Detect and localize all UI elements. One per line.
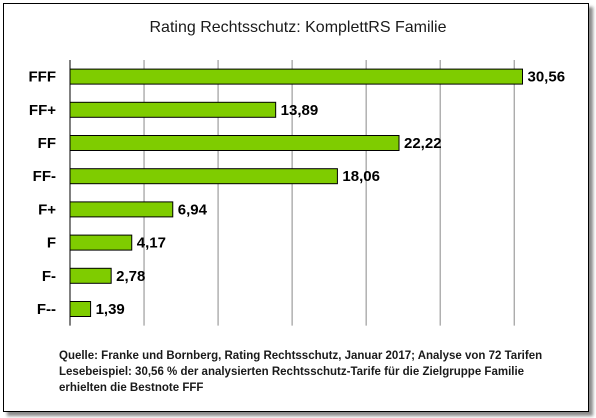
value-label: 2,78 <box>116 268 145 285</box>
category-label: F <box>47 235 56 252</box>
category-label: F+ <box>38 201 56 218</box>
bar-FF <box>69 135 400 151</box>
value-label: 30,56 <box>528 69 566 86</box>
category-label: FFF <box>29 69 57 86</box>
bars <box>69 68 523 317</box>
source-note: Quelle: Franke und Bornberg, Rating Rech… <box>59 348 579 396</box>
source-line: Quelle: Franke und Bornberg, Rating Rech… <box>59 350 543 362</box>
bar-F- <box>69 267 112 284</box>
bar-F <box>69 234 133 251</box>
grid-lines <box>69 60 515 326</box>
value-label: 22,22 <box>404 135 442 152</box>
value-label: 18,06 <box>342 168 380 185</box>
category-label: F- <box>42 268 56 285</box>
chart-title: Rating Rechtsschutz: KomplettRS Familie <box>149 19 447 36</box>
bar-FFF <box>69 68 523 85</box>
reading-example-line: Lesebeispiel: 30,56 % der analysierten R… <box>59 366 525 378</box>
labels: FFF 30,56 FF+ 13,89 FF 22,22 FF- 18,06 F+ 6,94 F 4,… <box>29 69 566 318</box>
value-label: 6,94 <box>178 201 208 218</box>
value-label: 1,39 <box>96 301 125 318</box>
bar-F+ <box>69 201 174 218</box>
category-label: FF <box>38 135 56 152</box>
bar-FF+ <box>69 101 277 118</box>
value-label: 13,89 <box>281 102 319 119</box>
bar-FF- <box>69 168 338 185</box>
reading-example-line-2: erhielten die Bestnote FFF <box>59 382 204 394</box>
bar-F-- <box>69 301 92 317</box>
category-label: FF+ <box>29 102 56 119</box>
value-label: 4,17 <box>137 235 166 252</box>
category-label: FF- <box>33 168 56 185</box>
category-label: F-- <box>37 301 56 318</box>
